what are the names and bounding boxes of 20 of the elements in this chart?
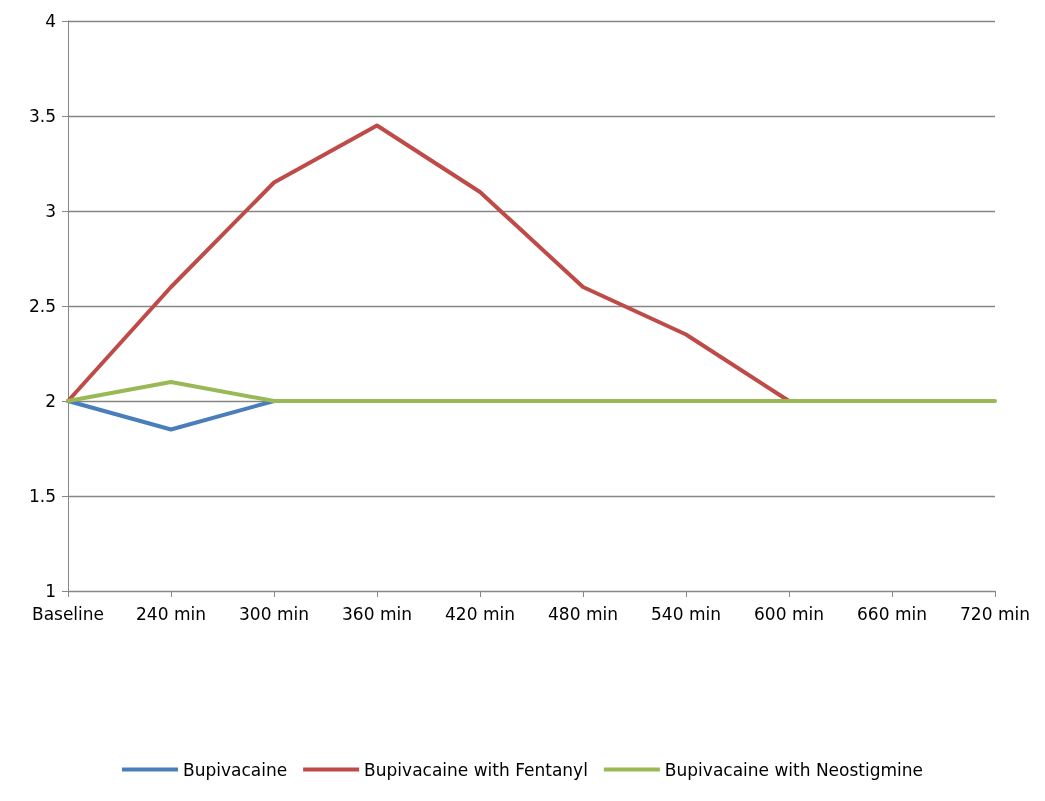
legend-label: Bupivacaine with Neostigmine: [664, 759, 924, 780]
x-tick-label: 300 min: [239, 603, 309, 624]
y-tick-label: 3: [45, 201, 56, 221]
x-tick-label: 540 min: [651, 603, 721, 624]
y-tick-label: 4: [45, 11, 56, 31]
y-tick-label: 2: [45, 391, 56, 411]
x-tick-label: 420 min: [445, 603, 515, 624]
legend-label: Bupivacaine with Fentanyl: [364, 759, 588, 780]
x-tick-label: 480 min: [548, 603, 618, 624]
y-tick-label: 1: [45, 581, 56, 601]
x-tick-label: 240 min: [136, 603, 206, 624]
x-tick-label: Baseline: [31, 603, 105, 624]
x-tick-label: 660 min: [857, 603, 927, 624]
legend-label: Bupivacaine: [182, 759, 288, 780]
y-tick-label: 1.5: [28, 486, 56, 506]
x-tick-label: 720 min: [960, 603, 1030, 624]
y-tick-label: 3.5: [28, 106, 56, 126]
x-tick-label: 600 min: [754, 603, 824, 624]
x-tick-label: 360 min: [342, 603, 412, 624]
y-tick-label: 2.5: [28, 296, 56, 316]
